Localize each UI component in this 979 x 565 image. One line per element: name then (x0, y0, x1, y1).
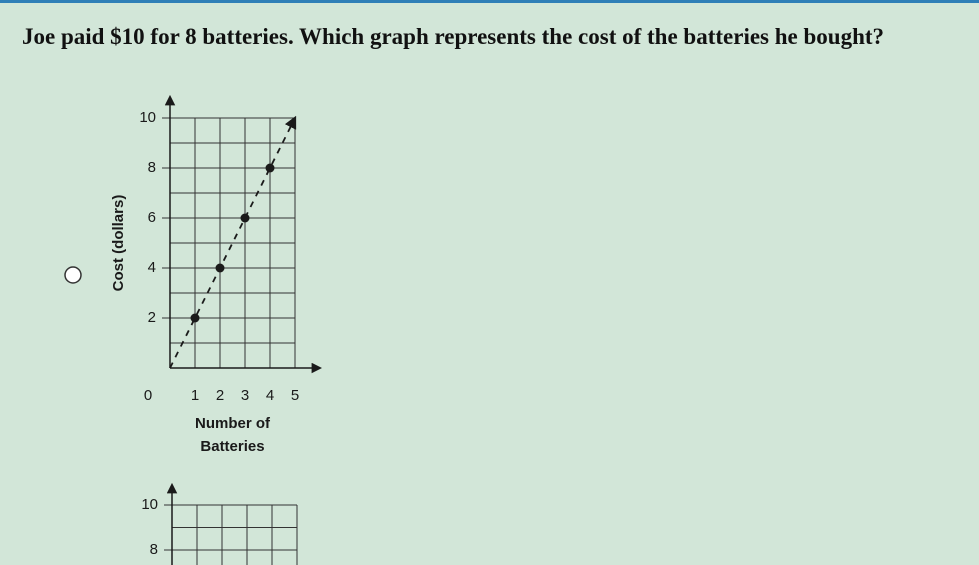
top-bar (0, 0, 979, 3)
x-tick-label: 5 (291, 387, 299, 404)
x-tick-label: 3 (241, 387, 249, 404)
x-tick-label: 4 (266, 387, 274, 404)
y-tick-label: 8 (148, 159, 156, 176)
question: Joe paid $10 for 8 batteries. Which grap… (22, 24, 884, 49)
data-point (190, 313, 200, 323)
x-tick-label: 1 (191, 387, 199, 404)
y-axis-label: Cost (dollars) (110, 195, 127, 292)
x-tick-label: 2 (216, 387, 224, 404)
x-axis-label: Batteries (200, 438, 264, 455)
radio-option[interactable] (64, 266, 82, 284)
y-tick-label: 10 (141, 496, 158, 513)
data-point (265, 163, 275, 173)
data-point (215, 263, 225, 273)
dashed-line (169, 115, 297, 369)
x-tick-label: 0 (144, 387, 152, 404)
data-point (240, 213, 250, 223)
x-axis-label: Number of (195, 415, 271, 432)
y-tick-label: 2 (148, 309, 156, 326)
y-tick-label: 10 (139, 109, 156, 126)
y-tick-label: 8 (150, 541, 158, 558)
y-tick-label: 4 (148, 259, 156, 276)
y-tick-label: 6 (148, 209, 156, 226)
